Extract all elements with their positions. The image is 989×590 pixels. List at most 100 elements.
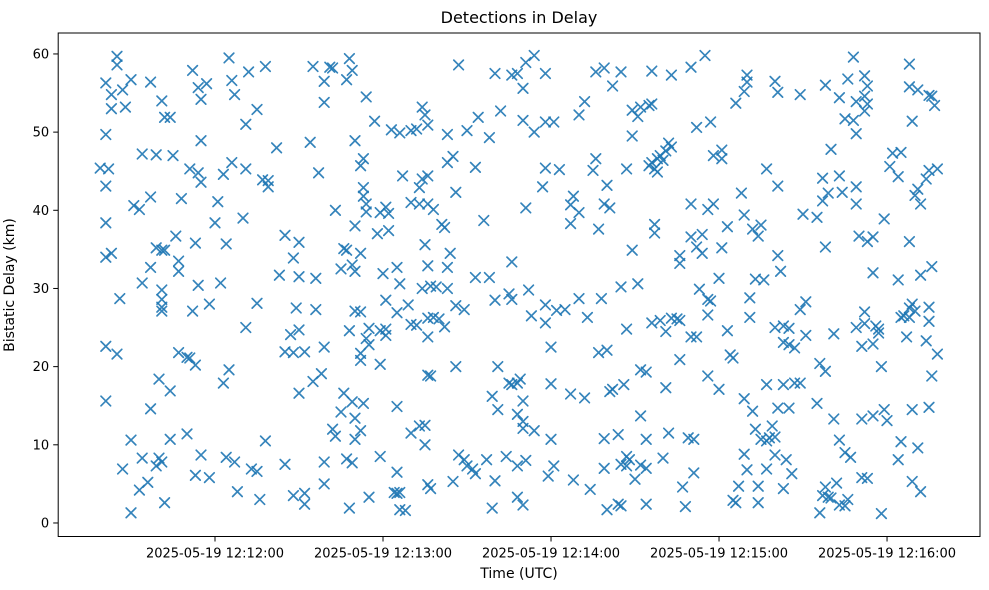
- scatter-marker: [738, 85, 750, 98]
- scatter-marker: [735, 187, 748, 199]
- scatter-marker: [875, 360, 888, 373]
- scatter-marker: [926, 90, 938, 102]
- scatter-marker: [923, 89, 935, 102]
- scatter-marker: [100, 128, 112, 141]
- scatter-marker: [125, 74, 137, 86]
- scatter-marker: [354, 306, 367, 318]
- scatter-marker: [192, 279, 204, 291]
- scatter-marker: [346, 396, 358, 408]
- scatter-marker: [654, 314, 666, 327]
- scatter-marker: [892, 454, 904, 466]
- scatter-marker: [749, 423, 762, 435]
- scatter-marker: [195, 449, 207, 461]
- scatter-marker: [850, 198, 862, 210]
- scatter-marker: [769, 449, 781, 461]
- scatter-marker: [354, 247, 367, 259]
- scatter-marker: [643, 160, 655, 172]
- scatter-marker: [195, 135, 207, 147]
- scatter-marker: [794, 377, 806, 389]
- scatter-marker: [422, 369, 434, 381]
- scatter-marker: [483, 131, 496, 144]
- scatter-marker: [511, 491, 524, 503]
- scatter-marker: [310, 272, 322, 284]
- scatter-marker: [231, 486, 244, 498]
- scatter-marker: [172, 255, 185, 267]
- scatter-marker: [144, 403, 157, 415]
- scatter-marker: [329, 430, 342, 442]
- scatter-marker: [772, 180, 784, 192]
- scatter-marker: [346, 259, 358, 271]
- scatter-marker: [461, 124, 473, 137]
- scatter-marker: [136, 148, 148, 160]
- scatter-marker: [100, 180, 112, 192]
- scatter-marker: [690, 121, 703, 134]
- scatter-marker: [564, 388, 577, 400]
- scatter-marker: [172, 346, 185, 359]
- scatter-marker: [853, 230, 865, 242]
- scatter-marker: [632, 110, 644, 123]
- scatter-marker: [640, 498, 652, 510]
- scatter-marker: [676, 481, 689, 493]
- scatter-marker: [382, 207, 395, 220]
- scatter-marker: [368, 115, 381, 127]
- scatter-marker: [105, 247, 118, 259]
- scatter-marker: [850, 321, 862, 334]
- scatter-marker: [713, 272, 725, 284]
- scatter-marker: [858, 105, 871, 117]
- scatter-marker: [402, 299, 414, 311]
- y-tick-label: 40: [33, 204, 50, 219]
- scatter-marker: [144, 191, 157, 203]
- scatter-marker: [842, 73, 854, 85]
- scatter-marker: [136, 277, 148, 289]
- scatter-marker: [721, 325, 734, 337]
- scatter-marker: [867, 231, 879, 243]
- scatter-marker: [819, 241, 832, 253]
- scatter-marker: [839, 500, 851, 512]
- scatter-marker: [419, 239, 431, 251]
- scatter-marker: [315, 368, 328, 380]
- scatter-marker: [833, 434, 846, 446]
- scatter-marker: [478, 214, 490, 227]
- scatter-marker: [220, 238, 232, 250]
- scatter-marker: [520, 202, 532, 214]
- scatter-marker: [189, 359, 202, 371]
- scatter-marker: [150, 460, 162, 472]
- scatter-marker: [819, 365, 832, 377]
- scatter-marker: [867, 410, 879, 422]
- scatter-marker: [511, 67, 524, 80]
- scatter-marker: [931, 348, 944, 360]
- scatter-marker: [777, 320, 790, 332]
- y-axis-label: Bistatic Delay (km): [2, 218, 18, 352]
- scatter-marker: [914, 269, 927, 281]
- scatter-marker: [592, 223, 605, 235]
- scatter-marker: [119, 101, 132, 113]
- scatter-marker: [567, 474, 580, 486]
- scatter-marker: [777, 378, 790, 391]
- scatter-marker: [786, 468, 798, 480]
- scatter-marker: [828, 413, 840, 425]
- scatter-marker: [536, 181, 549, 193]
- scatter-marker: [156, 456, 168, 468]
- scatter-marker: [688, 467, 700, 479]
- scatter-marker: [769, 75, 781, 87]
- scatter-marker: [746, 223, 759, 235]
- scatter-marker: [329, 204, 342, 216]
- scatter-marker: [674, 353, 686, 366]
- scatter-marker: [156, 293, 168, 306]
- scatter-marker: [298, 346, 311, 358]
- scatter-marker: [293, 236, 305, 248]
- scatter-marker: [662, 427, 675, 439]
- scatter-marker: [746, 405, 759, 417]
- scatter-marker: [903, 311, 916, 324]
- scatter-marker: [702, 370, 714, 382]
- scatter-marker: [741, 76, 753, 88]
- scatter-marker: [872, 327, 885, 339]
- scatter-marker: [539, 317, 552, 329]
- scatter-marker: [640, 433, 652, 445]
- x-tick-label: 2025-05-19 12:16:00: [818, 547, 956, 562]
- scatter-marker: [646, 65, 658, 77]
- scatter-marker: [606, 80, 619, 92]
- scatter-marker: [424, 482, 437, 495]
- scatter-marker: [783, 339, 795, 351]
